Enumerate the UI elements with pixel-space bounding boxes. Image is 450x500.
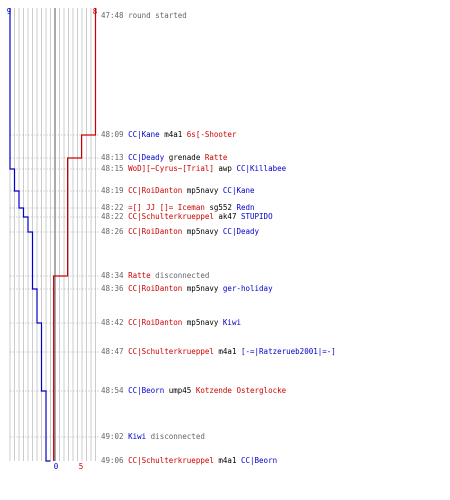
event-part: disconnected [150,271,210,280]
red-end-score: 5 [79,462,84,471]
event-time: 49:02 [101,432,124,441]
event-part: Kiwi [222,318,241,327]
event-row: 48:13 CC|Deady grenade Ratte [101,153,227,163]
event-part: CC|Schulterkrueppel [128,347,214,356]
event-row: 48:19 CC|RoiDanton mp5navy CC|Kane [101,186,255,196]
event-part: CC|RoiDanton [128,284,183,293]
event-part: CC|Kane [222,186,255,195]
red-start-score: 8 [93,7,98,16]
event-row: 48:15 WoD][~Cyrus~[Trial] awp CC|Killabe… [101,164,286,174]
event-row: 48:22 CC|Schulterkrueppel ak47 STUPIDO [101,212,273,222]
event-part: CC|Beorn [128,386,165,395]
event-part: m4a1 [213,347,241,356]
event-part: CC|Beorn [240,456,278,465]
event-part: ump45 [164,386,196,395]
event-row: 48:09 CC|Kane m4a1 6s[-Shooter [101,130,236,140]
event-part: [-=|Ratzerueb2001|=-] [240,347,336,356]
event-time: 48:47 [101,347,124,356]
event-time: 48:54 [101,386,124,395]
event-part: mp5navy [182,186,223,195]
event-row: 49:02 Kiwi disconnected [101,432,205,442]
event-row: 48:22 =[] JJ []= Iceman sg552 Redn [101,203,255,213]
event-row: 48:26 CC|RoiDanton mp5navy CC|Deady [101,227,259,237]
event-part: CC|Kane [128,130,160,139]
event-part: Redn [236,203,255,212]
event-part: Kiwi [128,432,147,441]
event-part: ger-holiday [222,284,273,293]
blue-start-score: 9 [7,7,12,16]
event-time: 47:48 [101,11,124,20]
event-time: 48:15 [101,164,124,173]
event-time: 48:09 [101,130,124,139]
blue-team-line [9,8,51,462]
event-part: CC|Deady [222,227,260,236]
event-row: 47:48 round started [101,11,187,21]
event-row: 48:42 CC|RoiDanton mp5navy Kiwi [101,318,241,328]
chart-grid [9,8,96,461]
event-part: 6s[-Shooter [186,130,237,139]
event-part: awp [213,164,237,173]
event-time: 48:34 [101,271,124,280]
event-row: 49:06 CC|Schulterkrueppel m4a1 CC|Beorn [101,456,277,466]
event-part: ak47 [213,212,241,221]
event-part: CC|RoiDanton [128,186,183,195]
red-team-line [53,8,97,461]
event-row: 48:47 CC|Schulterkrueppel m4a1 [-=|Ratze… [101,347,336,357]
event-time: 48:22 [101,212,124,221]
event-part: =[] JJ []= Iceman [128,203,205,212]
event-part: Ratte [128,271,151,280]
event-part: Kotzende Osterglocke [195,386,287,395]
event-part: CC|RoiDanton [128,318,183,327]
event-row: 48:54 CC|Beorn ump45 Kotzende Osterglock… [101,386,286,396]
event-part: Ratte [204,153,228,162]
event-part: disconnected [146,432,205,441]
event-part: sg552 [204,203,237,212]
event-part: CC|Killabee [236,164,287,173]
event-time: 49:06 [101,456,124,465]
event-time: 48:42 [101,318,124,327]
event-part: CC|Schulterkrueppel [128,456,214,465]
time-dash-lines [10,134,100,438]
event-row: 48:34 Ratte disconnected [101,271,209,281]
event-part: m4a1 [213,456,241,465]
blue-end-score: 0 [54,462,59,471]
event-time: 48:26 [101,227,124,236]
event-part: mp5navy [182,284,223,293]
event-time: 48:13 [101,153,124,162]
event-part: CC|Schulterkrueppel [128,212,214,221]
event-part: grenade [164,153,205,162]
event-part: m4a1 [159,130,187,139]
event-part: CC|RoiDanton [128,227,183,236]
event-part: mp5navy [182,227,223,236]
event-time: 48:22 [101,203,124,212]
event-part: mp5navy [182,318,223,327]
event-time: 48:19 [101,186,124,195]
event-part: STUPIDO [240,212,273,221]
event-row: 48:36 CC|RoiDanton mp5navy ger-holiday [101,284,273,294]
event-part: WoD][~Cyrus~[Trial] [128,164,214,173]
event-time: 48:36 [101,284,124,293]
event-part: round started [128,11,187,20]
event-part: CC|Deady [128,153,165,162]
